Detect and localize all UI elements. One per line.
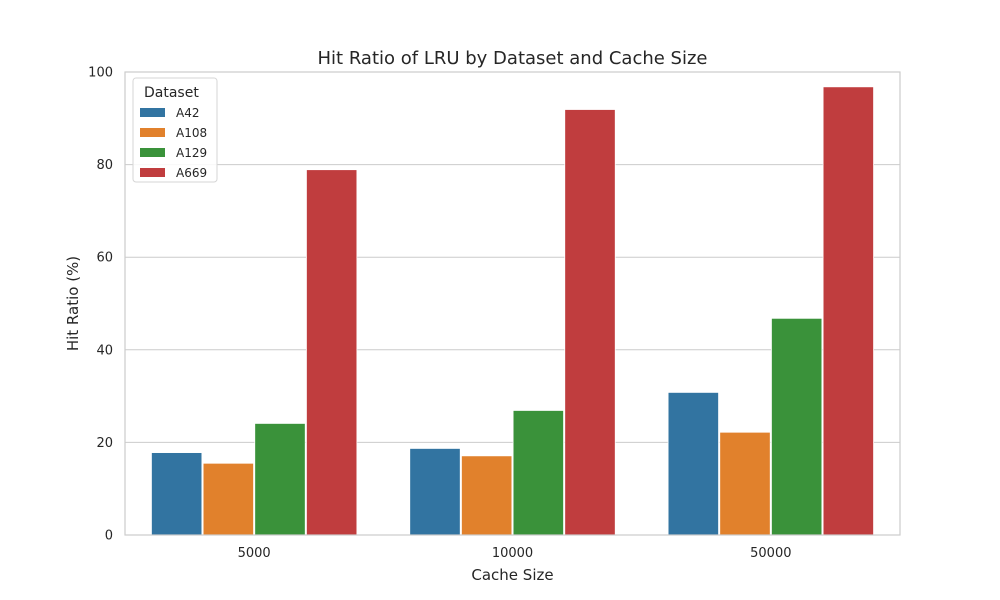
legend-swatch-a669 (140, 168, 165, 177)
legend-label-a129: A129 (176, 146, 207, 160)
bar-a669-5000 (306, 169, 358, 536)
legend-label-a42: A42 (176, 106, 199, 120)
plot-frame (124, 71, 901, 536)
y-tick-label: 40 (96, 343, 113, 358)
y-tick-label: 20 (96, 436, 113, 451)
bar-a669-50000 (822, 86, 874, 536)
x-tick-label: 10000 (492, 546, 533, 561)
y-axis-ticks: 0 20 40 60 80 100 (88, 66, 113, 544)
bar-a108-5000 (202, 462, 254, 536)
bars (151, 86, 874, 536)
bar-a42-10000 (409, 448, 461, 536)
y-tick-label: 100 (88, 66, 113, 81)
legend-label-a669: A669 (176, 166, 207, 180)
y-tick-label: 80 (96, 158, 113, 173)
bar-a669-10000 (564, 109, 616, 536)
legend-label-a108: A108 (176, 126, 207, 140)
legend-title: Dataset (144, 85, 199, 101)
legend-swatch-a129 (140, 148, 165, 157)
y-tick-label: 60 (96, 251, 113, 266)
bar-a108-50000 (719, 431, 771, 536)
bar-a129-50000 (771, 317, 823, 536)
chart-title: Hit Ratio of LRU by Dataset and Cache Si… (318, 48, 708, 69)
y-axis-label: Hit Ratio (%) (64, 256, 82, 351)
legend-swatch-a42 (140, 108, 165, 117)
legend-swatch-a108 (140, 128, 165, 137)
bar-a42-50000 (667, 391, 719, 536)
y-tick-label: 0 (105, 529, 113, 544)
bar-a129-5000 (254, 423, 306, 536)
bar-a42-5000 (151, 452, 203, 536)
x-tick-label: 50000 (750, 546, 791, 561)
legend: Dataset A42 A108 A129 A669 (132, 77, 218, 183)
x-tick-label: 5000 (238, 546, 271, 561)
bar-a129-10000 (512, 410, 564, 536)
bar-a108-10000 (461, 455, 513, 536)
x-axis-label: Cache Size (471, 566, 553, 584)
x-axis-ticks: 5000 10000 50000 (238, 546, 792, 561)
